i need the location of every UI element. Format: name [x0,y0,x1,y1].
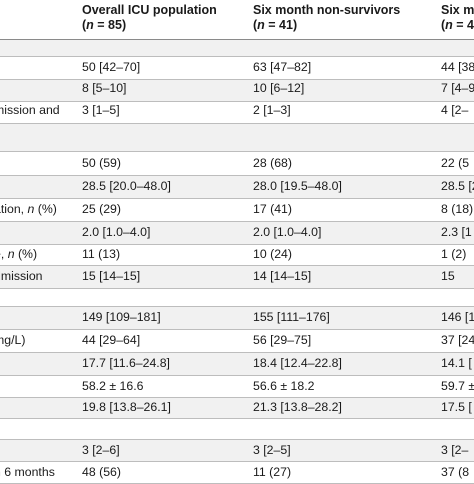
row-divider [0,79,474,80]
cell-overall: 17.7 [11.6–24.8] [82,356,170,370]
table-row: dmission 15 [14–15] 14 [14–15] 15 [0,266,474,289]
cell-survivors: 15 [441,269,455,283]
table-row: 8 [5–10] 10 [6–12] 7 [4–9 [0,80,474,102]
cell-non-survivors: 63 [47–82] [253,60,312,74]
cell-survivors: 146 [1 [441,310,474,324]
cell-survivors: 17.5 [ [441,400,472,414]
table-row: 50 (59) 28 (68) 22 (5 [0,152,474,176]
table-row: 50 [42–70] 63 [47–82] 44 [38 [0,57,474,80]
row-divider [0,175,474,176]
cell-survivors: 14.1 [ [441,356,472,370]
cell-survivors: 4 [2– [441,103,469,117]
cell-overall: 58.2 ± 16.6 [82,379,144,393]
row-label: mission and [0,103,60,117]
table-row: 17.7 [11.6–24.8] 18.4 [12.4–22.8] 14.1 [ [0,353,474,376]
cell-overall: 50 (59) [82,156,121,170]
cell-non-survivors: 2.0 [1.0–4.0] [253,225,322,239]
table-row: ation, n (%) 25 (29) 17 (41) 8 (18) [0,199,474,222]
cell-overall: 8 [5–10] [82,81,127,95]
cell-non-survivors: 11 (27) [253,465,292,479]
row-divider [0,418,474,419]
cell-non-survivors: 56 [29–75] [253,333,312,347]
cell-non-survivors: 2 [1–3] [253,103,291,117]
row-divider [0,288,474,289]
cell-non-survivors: 17 (41) [253,202,292,216]
row-divider [0,244,474,245]
header-survivors: Six m (n = 4 [441,3,474,32]
cell-non-survivors: 10 (24) [253,247,292,261]
row-label: ation, n (%) [0,202,57,216]
cell-non-survivors: 56.6 ± 18.2 [253,379,315,393]
cell-survivors: 8 (18) [441,202,474,216]
cell-overall: 3 [2–6] [82,443,120,457]
row-divider [0,306,474,307]
cell-survivors: 2.3 [1 [441,225,472,239]
row-label: n 6 months [0,465,55,479]
row-divider [0,375,474,376]
cell-overall: 11 (13) [82,247,121,261]
cell-overall: 28.5 [20.0–48.0] [82,179,171,193]
cell-survivors: 22 (5 [441,156,470,170]
cell-survivors: 37 (8 [441,465,470,479]
cell-survivors: 7 [4–9 [441,81,474,95]
table-row [0,124,474,152]
cell-non-survivors: 28 (68) [253,156,292,170]
row-divider [0,397,474,398]
header-divider [0,39,474,40]
row-divider [0,352,474,353]
cell-non-survivors: 10 [6–12] [253,81,305,95]
cell-overall: 25 (29) [82,202,121,216]
header-non-survivors: Six month non-survivors (n = 41) [253,3,401,32]
row-divider [0,221,474,222]
header-overall-icu: Overall ICU population (n = 85) [82,3,217,32]
cell-overall: 2.0 [1.0–4.0] [82,225,151,239]
row-divider [0,56,474,57]
cell-overall: 3 [1–5] [82,103,120,117]
cell-non-survivors: 155 [111–176] [253,310,330,324]
cell-overall: 50 [42–70] [82,60,141,74]
row-divider [0,329,474,330]
table-row: 58.2 ± 16.6 56.6 ± 18.2 59.7 ± [0,376,474,398]
row-divider [0,101,474,102]
table-row [0,289,474,307]
row-divider [0,123,474,124]
table-row: n 6 months 48 (56) 11 (27) 37 (8 [0,462,474,484]
cell-overall: 19.8 [13.8–26.1] [82,400,171,414]
table-header: Overall ICU population (n = 85) Six mont… [0,0,474,40]
cell-non-survivors: 21.3 [13.8–28.2] [253,400,342,414]
row-divider [0,198,474,199]
cell-overall: 48 (56) [82,465,121,479]
table-row: mission and 3 [1–5] 2 [1–3] 4 [2– [0,102,474,124]
cell-survivors: 3 [2– [441,443,469,457]
cell-overall: 44 [29–64] [82,333,141,347]
row-divider [0,265,474,266]
table-row [0,419,474,440]
table-row [0,40,474,57]
row-divider [0,439,474,440]
row-divider [0,151,474,152]
table-row: 3 [2–6] 3 [2–5] 3 [2– [0,440,474,462]
cell-survivors: 28.5 [2 [441,179,474,193]
table-row: 149 [109–181] 155 [111–176] 146 [1 [0,307,474,330]
cell-survivors: 1 (2) [441,247,467,261]
cell-non-survivors: 28.0 [19.5–48.0] [253,179,342,193]
cell-survivors: 59.7 ± [441,379,474,393]
row-label: e, n (%) [0,247,38,261]
table-row: 2.0 [1.0–4.0] 2.0 [1.0–4.0] 2.3 [1 [0,222,474,245]
cell-non-survivors: 14 [14–15] [253,269,312,283]
cell-non-survivors: 18.4 [12.4–22.8] [253,356,342,370]
cell-overall: 15 [14–15] [82,269,141,283]
table-row: 28.5 [20.0–48.0] 28.0 [19.5–48.0] 28.5 [2 [0,176,474,199]
table-row: mg/L) 44 [29–64] 56 [29–75] 37 [24 [0,330,474,353]
cell-overall: 149 [109–181] [82,310,161,324]
cell-survivors: 44 [38 [441,60,474,74]
table-row: 19.8 [13.8–26.1] 21.3 [13.8–28.2] 17.5 [ [0,398,474,419]
row-label: dmission [0,269,43,283]
row-label: mg/L) [0,333,26,347]
cell-survivors: 37 [24 [441,333,474,347]
cell-non-survivors: 3 [2–5] [253,443,291,457]
row-divider [0,461,474,462]
table-row: e, n (%) 11 (13) 10 (24) 1 (2) [0,245,474,266]
